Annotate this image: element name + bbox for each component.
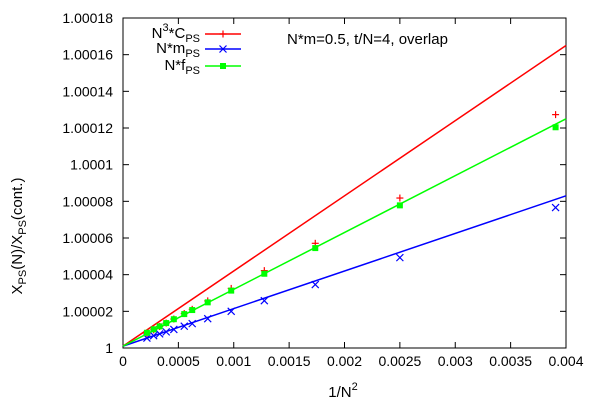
series-2 <box>122 118 567 347</box>
axis-ticks: 0 0.0005 0.001 0.0015 0.002 0.0025 0.003 0.0035… <box>62 10 583 369</box>
series-1-fit-line <box>122 195 567 347</box>
legend-entry-0: N3*CPS <box>152 22 200 45</box>
legend-marker-2 <box>220 63 226 69</box>
series-1-point <box>188 319 197 328</box>
series-2-point <box>204 299 211 306</box>
series-2-point <box>150 326 157 333</box>
series-2-point <box>396 202 403 209</box>
series-1-point <box>227 307 236 316</box>
legend-marker-0 <box>219 30 227 38</box>
x-tick-label: 0.0015 <box>268 353 311 369</box>
series-2-point <box>170 316 177 323</box>
y-tick-label: 1.00006 <box>62 230 113 246</box>
series-2-point <box>143 329 150 336</box>
series-1-point <box>162 327 171 336</box>
series-1-point <box>260 296 269 305</box>
series-1-point <box>169 325 178 334</box>
y-axis-label: XPS(N)/XPS(cont.) <box>9 178 29 295</box>
series-2-point <box>163 320 170 327</box>
legend-label-2: N*fPS <box>164 57 200 77</box>
legend-entry-2: N*fPS <box>164 57 200 77</box>
series-1-point <box>311 280 320 289</box>
series-2-fit-line <box>122 118 567 347</box>
series-1-point <box>155 329 164 338</box>
series-2-point <box>156 323 163 330</box>
legend-marker-1 <box>219 45 227 53</box>
x-axis-label: 1/N2 <box>328 381 357 401</box>
y-tick-label: 1.00008 <box>62 193 113 209</box>
legend-entry-1: N*mPS <box>156 40 200 60</box>
x-tick-label: 0.003 <box>438 353 473 369</box>
legend: N3*CPS N*mPS N*fPS <box>152 22 241 77</box>
series-1-point <box>149 331 158 340</box>
y-tick-label: 1.00016 <box>62 47 113 63</box>
y-tick-label: 1.0001 <box>70 157 113 173</box>
y-tick-label: 1.00012 <box>62 120 113 136</box>
y-tick-label: 1.00018 <box>62 10 113 26</box>
series-2-point <box>552 124 559 131</box>
x-tick-label: 0.0025 <box>378 353 421 369</box>
y-tick-label: 1 <box>105 340 113 356</box>
chart-annotation: N*m=0.5, t/N=4, overlap <box>287 31 448 48</box>
plot-area: 0 0.0005 0.001 0.0015 0.002 0.0025 0.003 0.0035… <box>62 10 583 369</box>
legend-label-1: N*mPS <box>156 40 200 60</box>
series-2-point <box>181 311 188 318</box>
y-tick-label: 1.00004 <box>62 267 113 283</box>
series-2-point <box>261 270 268 277</box>
legend-label-0: N3*CPS <box>152 22 200 45</box>
series-0-point <box>396 194 404 202</box>
x-tick-label: 0.0035 <box>489 353 532 369</box>
series-1-point <box>203 314 212 323</box>
x-tick-label: 0.001 <box>216 353 251 369</box>
x-tick-label: 0.0005 <box>157 353 200 369</box>
series-1-point <box>180 322 189 331</box>
y-tick-label: 1.00014 <box>62 83 113 99</box>
series-0-fit-line <box>122 44 567 347</box>
series-layer <box>122 44 567 347</box>
y-tick-label: 1.00002 <box>62 303 113 319</box>
x-tick-label: 0.002 <box>327 353 362 369</box>
series-2-point <box>312 245 319 252</box>
legend-samples <box>205 30 241 69</box>
x-tick-label: 0.004 <box>548 353 583 369</box>
series-2-point <box>189 307 196 314</box>
series-1-point <box>395 253 404 262</box>
x-tick-label: 0 <box>119 353 127 369</box>
series-1-point <box>551 203 560 212</box>
series-2-point <box>228 287 235 294</box>
series-0-point <box>552 111 560 119</box>
series-0 <box>122 44 567 347</box>
series-1 <box>122 195 567 347</box>
